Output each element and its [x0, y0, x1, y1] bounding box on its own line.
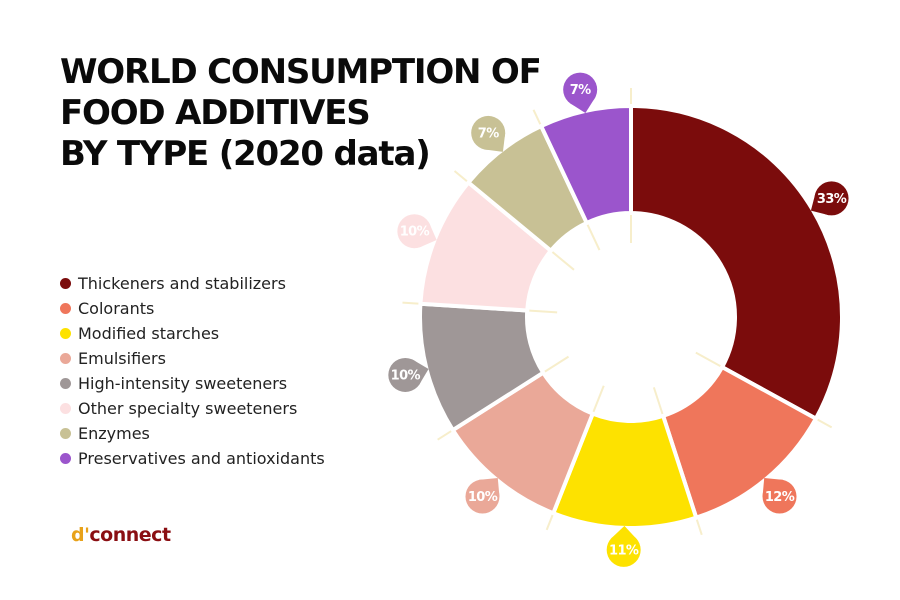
legend-swatch: [60, 278, 71, 289]
legend-swatch: [60, 353, 71, 364]
legend-swatch: [60, 328, 71, 339]
slice-value-label: 7%: [478, 126, 499, 141]
legend-label: Preservatives and antioxidants: [78, 449, 325, 468]
value-callout: 10%: [465, 478, 500, 514]
callout-pointer: [412, 359, 429, 386]
legend-item: Enzymes: [60, 421, 325, 446]
logo-part-2: connect: [89, 524, 171, 546]
legend-item: Colorants: [60, 296, 325, 321]
legend-swatch: [60, 453, 71, 464]
slice-value-label: 12%: [765, 490, 795, 505]
logo-part-1: d': [71, 524, 90, 546]
legend-item: Modified starches: [60, 321, 325, 346]
value-callout: 7%: [471, 115, 506, 152]
legend-item: Preservatives and antioxidants: [60, 446, 325, 471]
legend-label: Other specialty sweeteners: [78, 399, 298, 418]
donut-slices: [418, 104, 844, 530]
legend-swatch: [60, 378, 71, 389]
chart-title: WORLD CONSUMPTION OF FOOD ADDITIVES BY T…: [60, 52, 542, 175]
value-callout: 12%: [762, 478, 797, 514]
slice-value-label: 10%: [391, 368, 421, 383]
callout-bubble: [388, 357, 423, 392]
legend-item: Other specialty sweeteners: [60, 396, 325, 421]
callout-pointer: [419, 222, 437, 248]
callout-pointer: [478, 478, 500, 497]
legend-label: Modified starches: [78, 324, 220, 343]
callout-pointer: [810, 192, 830, 216]
callout-pointer: [569, 97, 596, 114]
legend-item: Emulsifiers: [60, 346, 325, 371]
callout-pointer: [484, 133, 506, 152]
value-callout: 33%: [810, 181, 849, 216]
legend-swatch: [60, 303, 71, 314]
chart-title-line-2: FOOD ADDITIVES: [60, 93, 371, 133]
dconnect-logo: d'connect: [71, 524, 171, 546]
donut-slice: [629, 104, 844, 421]
value-callout: 7%: [563, 72, 598, 114]
legend-swatch: [60, 428, 71, 439]
chart-title-line-3: BY TYPE (2020 data): [60, 134, 431, 174]
slice-value-label: 7%: [570, 83, 591, 98]
value-callout: 10%: [388, 357, 429, 392]
callout-pointer: [762, 478, 784, 497]
slice-value-label: 11%: [609, 543, 639, 558]
slice-value-label: 10%: [468, 490, 498, 505]
legend-item: Thickeners and stabilizers: [60, 271, 325, 296]
donut-slice: [539, 104, 633, 225]
chart-legend: Thickeners and stabilizers Colorants Mod…: [60, 271, 325, 471]
chart-title-line-1: WORLD CONSUMPTION OF: [60, 52, 542, 92]
legend-label: Emulsifiers: [78, 349, 166, 368]
legend-item: High-intensity sweeteners: [60, 371, 325, 396]
legend-label: Enzymes: [78, 424, 150, 443]
callout-pointer: [610, 525, 638, 540]
callout-bubble: [563, 72, 598, 107]
callout-bubble: [606, 532, 641, 567]
value-callout: 10%: [397, 214, 437, 249]
slice-value-label: 10%: [400, 225, 430, 240]
legend-label: High-intensity sweeteners: [78, 374, 288, 393]
legend-swatch: [60, 403, 71, 414]
legend-label: Thickeners and stabilizers: [78, 274, 286, 293]
value-callout: 11%: [606, 525, 641, 567]
slice-value-label: 33%: [817, 192, 847, 207]
value-callouts: 33% 12% 11% 10% 10% 10% 7% 7%: [388, 72, 849, 567]
legend-label: Colorants: [78, 299, 155, 318]
